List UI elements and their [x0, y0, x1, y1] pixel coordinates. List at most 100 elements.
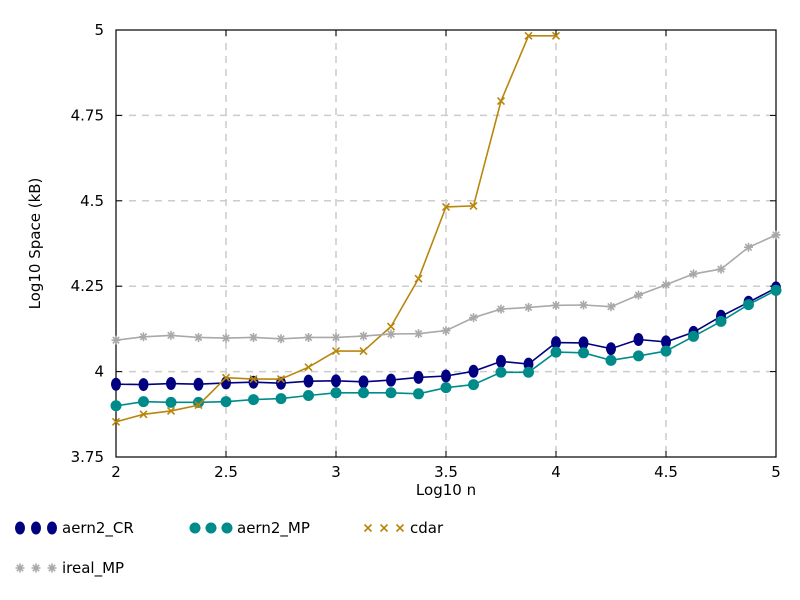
axis-ticks: 2 2.5 3 3.5 4 4.5 5 3.75 4 4.25 4.5 4.75 5: [71, 21, 781, 481]
data-point: [440, 382, 452, 394]
data-point: [138, 396, 149, 408]
data-point: [770, 284, 782, 296]
legend-marker-icon: [379, 523, 389, 533]
data-point: [248, 394, 259, 406]
data-point: [249, 375, 258, 384]
x-tick-label: 4.5: [654, 463, 678, 481]
data-point: [468, 379, 479, 391]
legend: aern2_CR aern2_MP cdar ireal_MP: [15, 519, 444, 578]
data-point: [165, 396, 177, 408]
data-point: [744, 242, 753, 252]
x-tick-label: 3: [331, 463, 341, 481]
data-point: [386, 373, 396, 387]
data-point: [276, 334, 286, 344]
data-point: [661, 335, 671, 349]
data-point: [743, 299, 754, 311]
series-layer: [110, 31, 782, 426]
x-tick-label: 2: [111, 463, 121, 481]
data-point: [689, 269, 698, 279]
data-point: [716, 264, 726, 274]
data-point: [221, 373, 231, 382]
data-point: [139, 332, 148, 342]
data-point: [331, 374, 341, 388]
data-point: [359, 331, 368, 341]
data-point: [634, 290, 643, 300]
series-line: [115, 234, 777, 341]
data-point: [111, 335, 121, 345]
y-tick-label: 4.25: [71, 277, 104, 295]
data-point: [331, 347, 341, 356]
data-point: [550, 346, 562, 358]
data-point: [606, 302, 616, 312]
legend-marker-icon: [15, 521, 25, 535]
data-point: [496, 96, 506, 106]
legend-item: cdar: [363, 519, 444, 537]
data-point: [386, 329, 396, 339]
series-ireal-mp: [111, 230, 781, 345]
legend-label: ireal_MP: [62, 559, 124, 578]
data-point: [330, 387, 342, 399]
data-point: [578, 347, 589, 359]
data-point: [633, 350, 644, 362]
x-tick-label: 4: [551, 463, 561, 481]
data-point: [303, 374, 314, 388]
series-aern2-cr: [111, 281, 781, 392]
data-point: [715, 315, 727, 327]
data-point: [166, 330, 176, 340]
data-point: [633, 332, 644, 346]
data-point: [413, 388, 424, 400]
data-point: [660, 345, 672, 357]
data-point: [469, 201, 478, 210]
data-point: [138, 378, 149, 392]
legend-marker-icon: [31, 521, 41, 535]
legend-label: cdar: [410, 519, 444, 537]
legend-marker-icon: [47, 563, 57, 573]
y-tick-label: 4.75: [71, 106, 104, 124]
data-point: [166, 377, 176, 391]
data-point: [468, 364, 479, 378]
data-point: [414, 329, 423, 339]
data-point: [110, 400, 122, 412]
data-point: [606, 342, 616, 356]
data-point: [276, 376, 286, 390]
data-point: [551, 31, 561, 40]
x-tick-label: 5: [771, 463, 781, 481]
legend-marker-icon: [363, 523, 373, 533]
data-point: [276, 375, 286, 384]
data-point: [359, 347, 368, 356]
legend-marker-icon: [47, 521, 57, 535]
series-aern2-mp: [110, 284, 782, 412]
data-point: [441, 202, 451, 212]
data-point: [661, 280, 671, 290]
data-point: [166, 406, 176, 415]
data-point: [194, 401, 203, 410]
legend-item: ireal_MP: [15, 559, 124, 578]
legend-marker-icon: [15, 563, 25, 573]
data-point: [111, 377, 121, 391]
y-axis-title: Log10 Space (kB): [26, 178, 44, 310]
data-point: [524, 302, 533, 312]
data-point: [111, 417, 121, 426]
legend-marker-icon: [205, 522, 217, 534]
x-tick-label: 2.5: [214, 463, 238, 481]
y-tick-label: 4: [94, 363, 104, 381]
x-axis-title: Log10 n: [416, 481, 476, 499]
legend-marker-icon: [221, 522, 233, 534]
data-point: [496, 304, 506, 314]
data-point: [496, 354, 506, 368]
data-point: [771, 230, 781, 240]
data-point: [193, 377, 204, 391]
legend-item: aern2_CR: [15, 519, 134, 538]
data-point: [220, 396, 232, 408]
data-point: [495, 366, 507, 378]
series-cdar: [111, 31, 561, 426]
data-point: [469, 313, 478, 323]
data-point: [304, 332, 313, 342]
data-point: [578, 336, 589, 350]
data-point: [303, 390, 314, 402]
legend-item: aern2_MP: [189, 519, 310, 538]
legend-label: aern2_CR: [62, 519, 134, 538]
data-point: [275, 393, 287, 405]
y-tick-label: 5: [94, 21, 104, 39]
y-tick-label: 3.75: [71, 448, 104, 466]
